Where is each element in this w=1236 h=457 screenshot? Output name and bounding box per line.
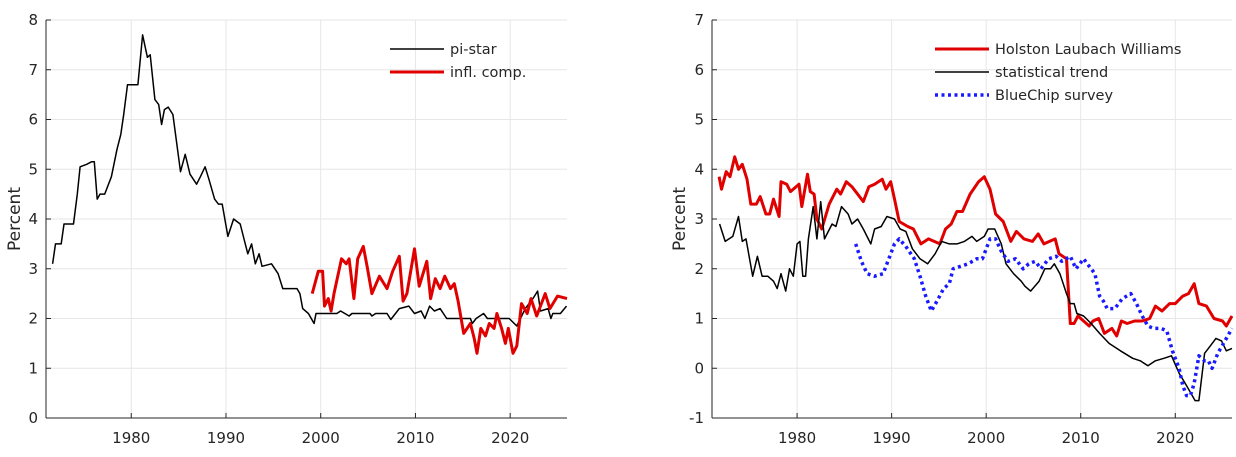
y-tick-label: 7 [694,11,704,29]
left-chart-pi-star: 0 1 2 3 4 5 6 7 8 1980 1990 2000 2010 2020 Percent pi-s… [5,11,568,447]
x-tick-label: 2000 [302,429,340,447]
y-tick-label: 2 [28,310,38,328]
legend-label: Holston Laubach Williams [995,42,1181,58]
y-axis-label: Percent [5,187,25,251]
x-tick-label: 1990 [873,429,911,447]
y-tick-label: 3 [28,260,38,278]
y-tick-label: -1 [689,409,704,427]
y-tick-label: 5 [28,160,38,178]
series-line-infl-comp- [310,244,568,355]
x-tick-label: 1990 [207,429,245,447]
y-tick-label: 7 [28,61,38,79]
x-tick-label: 2010 [1062,429,1100,447]
legend-label: infl. comp. [450,65,526,81]
legend-label: pi-star [450,42,497,58]
y-tick-label: 8 [28,11,38,29]
series-line-statistical-trend [718,200,1233,402]
series-line-pi-star [51,34,568,327]
y-tick-label: 5 [694,111,704,129]
x-tick-label: 2020 [491,429,529,447]
y-tick-label: 4 [694,160,704,178]
y-tick-label: 1 [28,359,38,377]
y-tick-label: 0 [28,409,38,427]
y-tick-label: 0 [694,359,704,377]
y-tick-label: 4 [28,210,38,228]
right-chart-r-star: -1 0 1 2 3 4 5 6 7 1980 1990 2000 2010 2020 Percent Hol… [670,11,1234,447]
legend-label: statistical trend [995,65,1108,81]
x-tick-label: 2010 [396,429,434,447]
y-tick-label: 1 [694,310,704,328]
x-tick-label: 2000 [967,429,1005,447]
series-line-bluechip-survey [854,237,1234,398]
x-tick-label: 2020 [1156,429,1194,447]
y-tick-label: 6 [28,111,38,129]
y-axis-label: Percent [670,187,690,251]
series-line-holston-laubach-williams [717,155,1234,338]
y-tick-label: 2 [694,260,704,278]
legend-label: BlueChip survey [995,88,1113,104]
y-tick-label: 6 [694,61,704,79]
y-tick-label: 3 [694,210,704,228]
x-tick-label: 1980 [778,429,816,447]
x-tick-label: 1980 [112,429,150,447]
